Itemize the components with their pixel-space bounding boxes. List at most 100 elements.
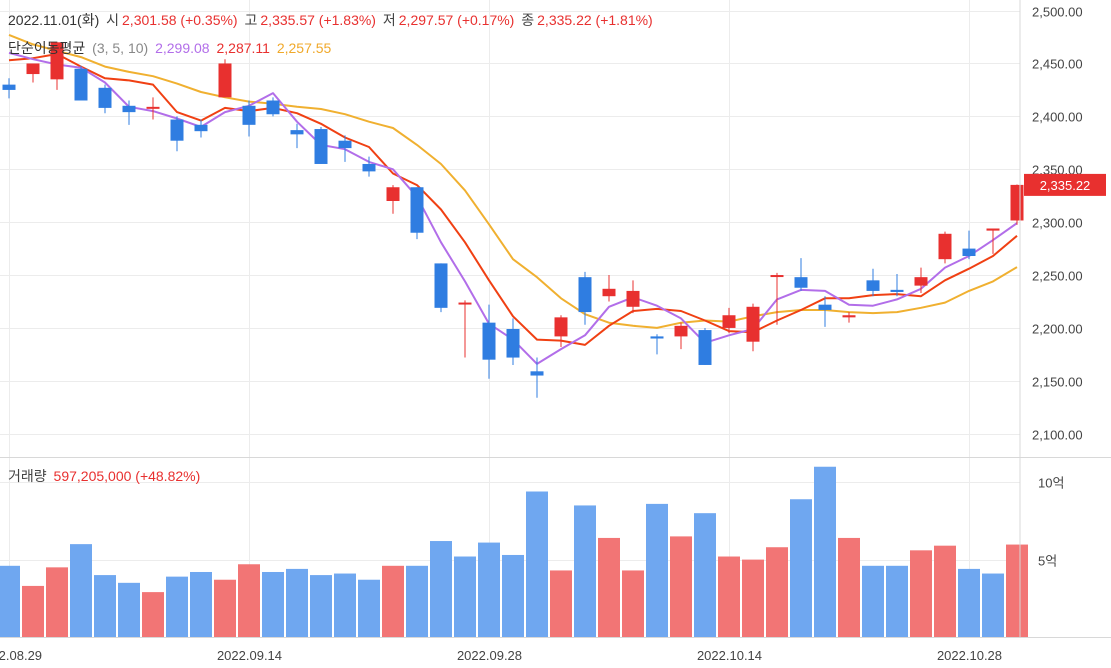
candle-body — [554, 317, 568, 337]
volume-bar — [310, 575, 332, 637]
candle-body — [938, 233, 952, 260]
open-label: 시 — [106, 12, 120, 28]
time-tick-label: 2022.08.29 — [0, 648, 42, 663]
candle-body — [410, 187, 424, 233]
volume-bar — [358, 579, 380, 637]
volume-bar — [142, 592, 164, 637]
volume-bar — [190, 571, 212, 637]
time-tick-label: 2022.10.28 — [937, 648, 1002, 663]
low-label: 저 — [382, 12, 396, 28]
candle-body — [986, 228, 1000, 231]
volume-bar — [0, 565, 20, 637]
volume-bar — [454, 556, 476, 637]
candle-body — [434, 263, 448, 308]
ma10-line — [8, 33, 1018, 329]
volume-bar — [766, 547, 788, 637]
volume-bar — [670, 536, 692, 637]
price-tick-label: 2,500.00 — [1032, 5, 1083, 20]
candle-body — [626, 290, 640, 307]
moving-average-lines — [8, 33, 1018, 365]
close-label: 종 — [521, 12, 535, 28]
candle-body — [962, 248, 976, 257]
volume-bar — [1006, 544, 1028, 637]
volume-bar — [406, 565, 428, 637]
volume-bar — [814, 466, 836, 637]
candle-body — [50, 42, 64, 80]
ohlc-header: 2022.11.01(화) 시 2,301.58 (+0.35%) 고 2,335.… — [8, 10, 656, 30]
candle-body — [338, 140, 352, 149]
volume-bar — [934, 545, 956, 637]
candle-body — [122, 105, 136, 113]
time-tick-label: 2022.09.14 — [217, 648, 282, 663]
volume-tick-label: 10억 — [1038, 476, 1064, 491]
volume-bar — [238, 564, 260, 637]
price-tick-label: 2,450.00 — [1032, 57, 1083, 72]
time-tick-label: 2022.09.28 — [457, 648, 522, 663]
volume-bar — [526, 491, 548, 637]
volume-bar — [214, 579, 236, 637]
low-value: 2,297.57 (+0.17%) — [398, 12, 515, 28]
volume-bar — [70, 544, 92, 637]
ma-legend-periods: (3, 5, 10) — [92, 40, 149, 56]
candle-body — [890, 289, 904, 292]
volume-bar — [574, 505, 596, 637]
volume-bar — [886, 565, 908, 637]
candle-body — [314, 129, 328, 164]
volume-value: 597,205,000 (+48.82%) — [53, 468, 201, 484]
volume-bar — [478, 542, 500, 637]
price-tick-label: 2,150.00 — [1032, 375, 1083, 390]
volume-bar — [262, 571, 284, 637]
volume-bar — [982, 573, 1004, 637]
candle-body — [362, 163, 376, 172]
price-tick-label: 2,250.00 — [1032, 269, 1083, 284]
volume-bar — [22, 585, 44, 637]
last-price-badge-text: 2,335.22 — [1040, 178, 1091, 193]
candle-body — [170, 119, 184, 141]
volume-bar — [502, 554, 524, 637]
high-value: 2,335.57 (+1.83%) — [260, 12, 376, 28]
ma5-line — [8, 53, 1018, 346]
candle-body — [266, 100, 280, 115]
candle-body — [674, 325, 688, 337]
volume-bar — [646, 503, 668, 637]
ma3-value: 2,299.08 — [155, 40, 210, 56]
volume-tick-label: 5억 — [1038, 554, 1057, 569]
volume-bar — [46, 567, 68, 637]
candle-body — [866, 280, 880, 291]
volume-bar — [838, 537, 860, 637]
grid — [0, 0, 1020, 637]
last-price-badge — [1024, 173, 1106, 196]
volume-bar — [382, 565, 404, 637]
candle-body — [914, 277, 928, 286]
volume-bar — [286, 568, 308, 637]
volume-bar — [550, 570, 572, 637]
candle-body — [698, 330, 712, 365]
volume-bar — [166, 576, 188, 637]
candle-body — [2, 84, 16, 90]
volume-legend: 거래량 597,205,000 (+48.82%) — [8, 466, 203, 486]
volume-bar — [430, 541, 452, 637]
price-tick-label: 2,100.00 — [1032, 428, 1083, 443]
candle-body — [602, 288, 616, 297]
volume-bar — [742, 559, 764, 637]
close-value: 2,335.22 (+1.81%) — [537, 12, 653, 28]
candle-body — [26, 63, 40, 75]
candle-body — [650, 336, 664, 339]
high-label: 고 — [244, 12, 258, 28]
volume-bar — [118, 582, 140, 637]
candle-body — [722, 315, 736, 328]
price-tick-label: 2,400.00 — [1032, 110, 1083, 125]
price-tick-label: 2,350.00 — [1032, 163, 1083, 178]
volume-bar — [910, 550, 932, 637]
time-tick-label: 2022.10.14 — [697, 648, 762, 663]
open-value: 2,301.58 (+0.35%) — [122, 12, 238, 28]
candle-body — [746, 306, 760, 342]
volume-label: 거래량 — [8, 468, 47, 484]
candle-body — [794, 277, 808, 288]
ma10-value: 2,257.55 — [276, 40, 332, 56]
volume-bar — [622, 570, 644, 637]
candle-body — [98, 87, 112, 108]
price-tick-label: 2,300.00 — [1032, 216, 1083, 231]
